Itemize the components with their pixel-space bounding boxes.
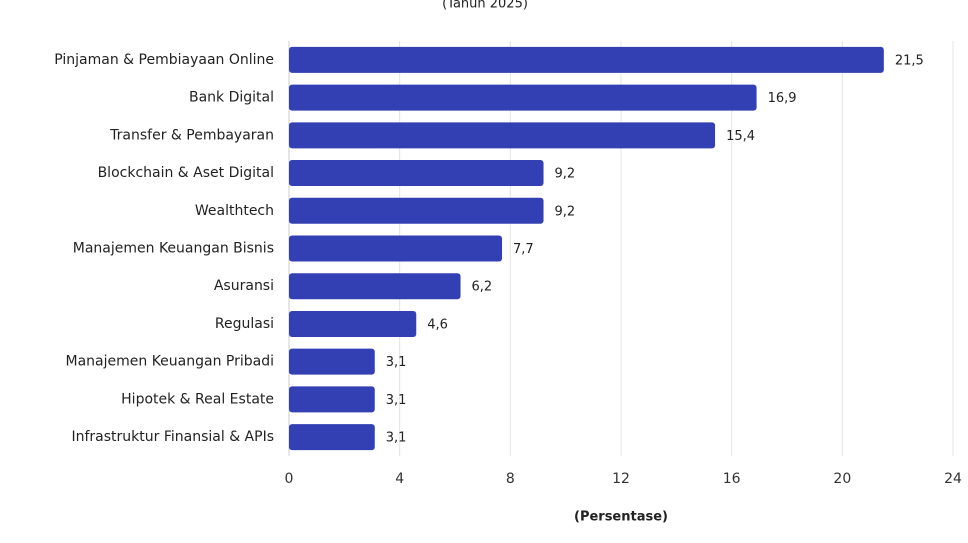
y-tick-label: Bank Digital	[189, 90, 274, 106]
y-tick-label: Hipotek & Real Estate	[121, 391, 274, 407]
x-tick-label: 8	[506, 471, 515, 487]
bar	[289, 424, 375, 451]
bar	[289, 46, 884, 73]
bar	[289, 386, 375, 413]
bar	[289, 273, 461, 300]
y-tick-label: Manajemen Keuangan Pribadi	[66, 354, 274, 370]
x-tick-label: 20	[833, 471, 851, 487]
bar	[289, 348, 375, 375]
y-tick-label: Infrastruktur Finansial & APIs	[71, 429, 274, 445]
value-label: 9,2	[555, 167, 576, 182]
x-tick-label: 4	[395, 471, 404, 487]
y-tick-label: Wealthtech	[195, 203, 274, 219]
x-tick-label: 12	[612, 471, 630, 487]
value-label: 9,2	[555, 204, 576, 219]
x-tick-label: 16	[723, 471, 741, 487]
value-label: 15,4	[726, 129, 755, 144]
x-tick-label: 24	[944, 471, 962, 487]
bar	[289, 310, 417, 337]
x-axis-label: (Persentase)	[574, 510, 668, 525]
value-label: 4,6	[427, 317, 448, 332]
bar	[289, 84, 757, 111]
y-tick-label: Regulasi	[215, 316, 274, 332]
chart-subtitle: (Tahun 2025)	[442, 0, 528, 12]
value-label: 21,5	[895, 53, 924, 68]
bar	[289, 197, 544, 224]
value-label: 7,7	[513, 242, 534, 257]
value-label: 3,1	[386, 393, 407, 408]
value-label: 3,1	[386, 355, 407, 370]
value-label: 16,9	[768, 91, 797, 106]
y-tick-label: Asuransi	[214, 278, 274, 294]
bar	[289, 160, 544, 187]
bar	[289, 122, 716, 149]
y-tick-label: Manajemen Keuangan Bisnis	[73, 241, 274, 257]
value-label: 3,1	[386, 431, 407, 446]
y-tick-label: Pinjaman & Pembiayaan Online	[54, 52, 274, 68]
x-tick-label: 0	[285, 471, 294, 487]
value-label: 6,2	[472, 280, 493, 295]
y-tick-label: Blockchain & Aset Digital	[98, 165, 274, 181]
y-tick-label: Transfer & Pembayaran	[109, 127, 274, 143]
bar	[289, 235, 503, 262]
